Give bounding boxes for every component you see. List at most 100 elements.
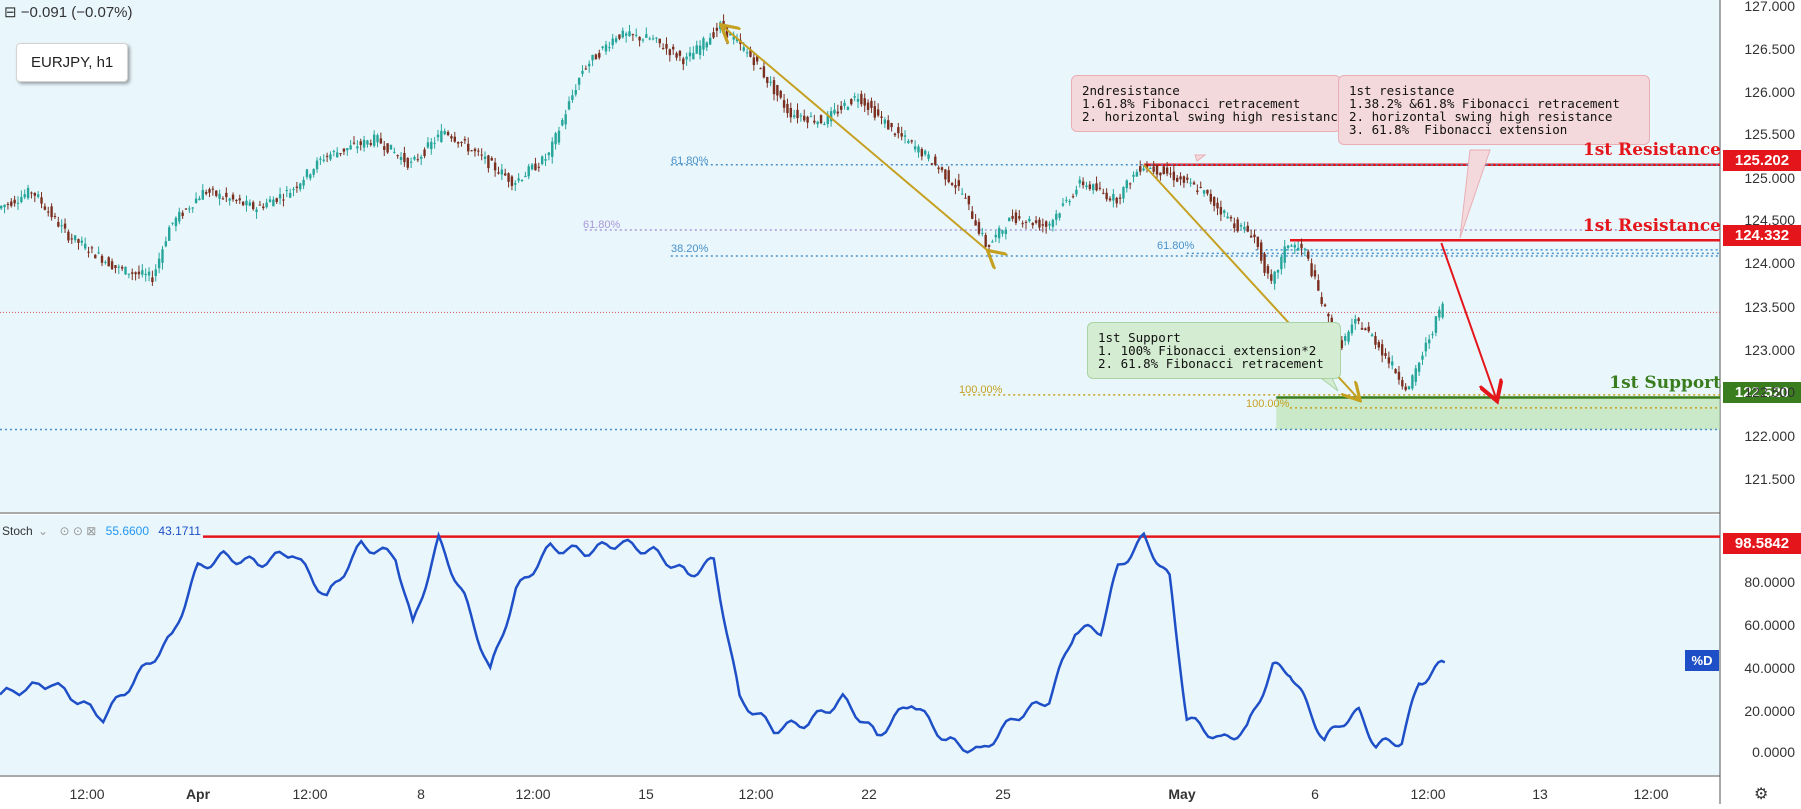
stoch-name[interactable]: Stoch (2, 524, 33, 538)
candle-body (1125, 180, 1128, 189)
candle-body (816, 121, 819, 125)
candle-body (1172, 171, 1176, 181)
candle-body (20, 196, 23, 203)
stoch-close-icon[interactable]: ⊠ (86, 524, 97, 538)
candle-body (551, 141, 554, 157)
candle-body (611, 38, 614, 46)
candle-body (1186, 177, 1189, 180)
candle-body (1404, 386, 1407, 390)
candle-body (0, 205, 3, 209)
candle-body (215, 190, 218, 196)
candle-body (1098, 187, 1102, 189)
stoch-settings-icon[interactable]: ⊙ (72, 524, 83, 538)
symbol-box[interactable]: EURJPY, h1 (16, 43, 129, 82)
candle-body (60, 225, 63, 227)
support-zone (1276, 397, 1720, 430)
candle-body (514, 183, 517, 185)
candle-body (164, 241, 168, 247)
candle-body (369, 143, 372, 145)
candle-body (332, 151, 336, 153)
candle-body (262, 206, 265, 209)
candle-body (194, 198, 198, 203)
candle-body (383, 146, 386, 150)
candle-body (567, 101, 571, 110)
candle-body (245, 200, 248, 206)
candle-body (342, 148, 346, 152)
candle-body (278, 194, 282, 199)
candle-body (685, 56, 688, 60)
candle-body (571, 95, 574, 101)
candle-body (1340, 340, 1344, 349)
candle-body (238, 198, 241, 201)
candle-body (672, 46, 675, 50)
candle-body (678, 50, 682, 56)
candle-body (1078, 179, 1081, 184)
candle-body (1169, 173, 1172, 175)
candle-body (1041, 224, 1044, 226)
candle-body (823, 123, 826, 125)
candle-body (67, 231, 70, 241)
candle-body (443, 131, 446, 135)
settings-gear-icon[interactable]: ⚙ (1754, 786, 1769, 803)
price-tick: 126.000 (1744, 84, 1795, 100)
candle-body (853, 96, 856, 98)
candle-body (493, 162, 497, 171)
candle-body (1239, 225, 1243, 227)
price-label-122520: 122.520 (1723, 382, 1801, 403)
candle-body (1118, 197, 1122, 199)
candle-body (1407, 386, 1411, 390)
candle-body (23, 194, 26, 198)
candle-body (1102, 192, 1105, 194)
candle-body (1051, 219, 1055, 227)
candle-body (890, 123, 893, 128)
candle-body (591, 54, 594, 61)
candle-body (490, 158, 493, 161)
collapse-icon[interactable]: ⊟ (4, 4, 17, 21)
stoch-eye-icon[interactable]: ⊙ (59, 524, 70, 538)
candle-body (241, 201, 245, 206)
candle-body (564, 114, 567, 125)
price-change: −0.091 (−0.07%) (20, 4, 133, 21)
stoch-pane (0, 515, 1720, 775)
price-tick: 126.500 (1744, 41, 1795, 57)
candle-body (997, 228, 1001, 239)
candle-body (682, 58, 685, 65)
price-tick: 122.500 (1744, 384, 1795, 400)
candle-body (43, 206, 47, 210)
candle-body (188, 208, 191, 210)
time-tick: 12:00 (738, 786, 774, 802)
candle-body (964, 197, 967, 199)
candle-body (302, 179, 305, 186)
candle-body (33, 192, 36, 196)
candle-body (467, 143, 470, 152)
candle-body (104, 261, 107, 263)
candle-body (917, 146, 920, 153)
candle-body (719, 22, 722, 30)
candle-body (574, 90, 577, 95)
candle-body (1327, 313, 1330, 317)
candle-body (386, 143, 389, 153)
candle-body (26, 187, 30, 199)
candle-body (752, 57, 756, 66)
candle-body (1286, 245, 1290, 248)
candle-body (473, 148, 477, 152)
candle-body (692, 53, 695, 60)
candle-body (695, 45, 698, 54)
candle-body (1223, 210, 1226, 213)
candle-body (927, 154, 930, 159)
candle-body (1061, 203, 1065, 206)
candle-body (1206, 189, 1209, 194)
candle-body (860, 93, 863, 105)
candle-body (766, 76, 769, 83)
candle-body (604, 44, 608, 52)
candle-body (399, 156, 403, 160)
candle-body (987, 244, 991, 247)
candle-body (1212, 197, 1216, 206)
candle-body (393, 151, 396, 153)
candle-body (151, 277, 154, 283)
stoch-chevron-icon[interactable]: ⌄ (38, 524, 49, 538)
candle-body (608, 47, 611, 49)
candle-body (127, 273, 131, 275)
candle-body (137, 271, 141, 275)
